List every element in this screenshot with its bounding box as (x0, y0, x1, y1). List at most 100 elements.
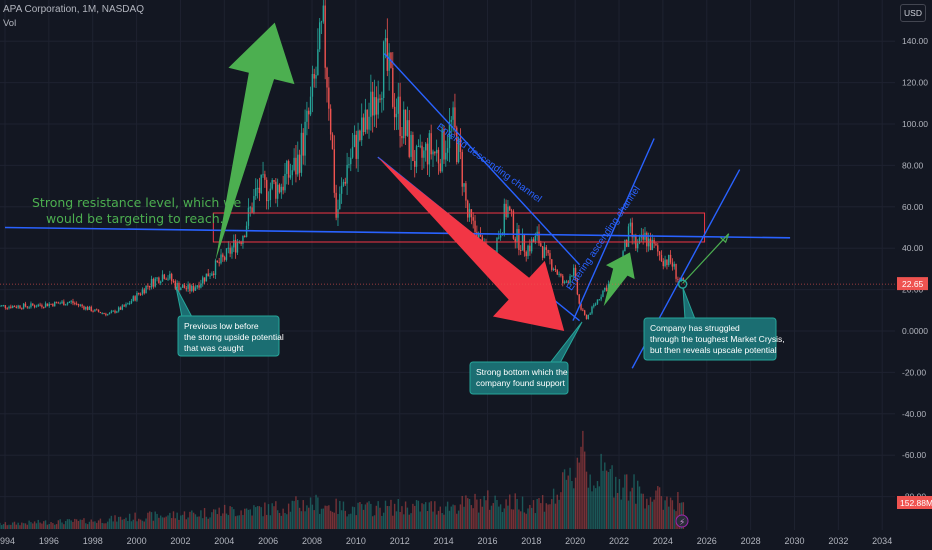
volume-bar (543, 511, 546, 529)
candle-body (424, 143, 427, 151)
candle-body (152, 278, 155, 287)
volume-bar (46, 524, 49, 529)
candle-body (276, 184, 279, 199)
volume-bar (214, 509, 217, 529)
candle-body (117, 307, 120, 312)
candle-body (136, 293, 138, 301)
volume-bar (414, 505, 416, 529)
volume-bar (269, 515, 272, 529)
volume-bar (21, 522, 23, 529)
candle-body (474, 220, 476, 232)
candle-body (397, 96, 399, 114)
volume-bar (573, 488, 575, 529)
volume-bar (640, 493, 643, 529)
volume-bar (249, 509, 251, 529)
volume-bar (227, 515, 230, 529)
candle-body (362, 117, 365, 133)
candle-body (563, 281, 566, 284)
volume-bar (94, 521, 96, 529)
volume-bar (231, 506, 233, 529)
candle-body (538, 231, 540, 244)
candle-body (558, 273, 560, 275)
red-arrow-down (377, 157, 565, 331)
candle-body (432, 151, 434, 155)
candle-body (145, 285, 147, 294)
candle-body (21, 308, 23, 310)
volume-bar (443, 514, 445, 529)
volume-bar (503, 508, 505, 529)
volume-bar (253, 505, 255, 529)
volume-bar (390, 499, 392, 529)
volume-bar (423, 504, 425, 529)
volume-bar (194, 514, 197, 529)
candle-body (213, 273, 215, 276)
candle-body (253, 196, 255, 213)
volume-bar (286, 514, 288, 529)
candle-body (149, 285, 151, 288)
volume-bar (152, 520, 155, 529)
volume-bar (397, 499, 399, 529)
volume-bar (105, 523, 107, 529)
volume-bar (99, 518, 102, 529)
candle-body (154, 278, 156, 287)
candle-body (530, 239, 533, 252)
candle-body (587, 314, 590, 320)
volume-bar (278, 512, 281, 529)
volume-bar (13, 521, 16, 529)
candle-body (44, 303, 47, 308)
volume-bar (657, 486, 659, 529)
volume-bar (393, 503, 396, 529)
volume-bar (339, 500, 341, 529)
volume-bar (509, 494, 511, 529)
candle-body (61, 301, 63, 304)
candle-body (382, 41, 385, 98)
candle-body (598, 299, 601, 301)
candle-body (256, 187, 259, 189)
x-tick-label: 2000 (127, 536, 147, 546)
candle-body (604, 287, 606, 291)
volume-bar (677, 491, 679, 529)
volume-bar (55, 524, 58, 529)
candle-body (317, 49, 319, 76)
candle-body (114, 310, 116, 313)
volume-bar (121, 519, 124, 529)
volume-bar (72, 521, 74, 529)
volume-bar (622, 487, 624, 529)
volume-bar (626, 474, 628, 529)
symbol-title[interactable]: APA Corporation, 1M, NASDAQ (3, 4, 144, 15)
candle-body (68, 301, 71, 303)
x-tick-label: 2032 (828, 536, 848, 546)
candle-body (39, 304, 41, 306)
volume-bar (432, 511, 434, 529)
candle-body (196, 285, 198, 288)
candle-body (454, 107, 456, 128)
green-arrow-small (603, 252, 635, 307)
volume-value: 152.88M (900, 498, 932, 508)
volume-bar (479, 498, 482, 529)
candle-body (150, 278, 153, 288)
volume-bar (2, 524, 5, 529)
candle-body (571, 275, 573, 277)
currency-button[interactable]: USD (900, 4, 926, 22)
candle-body (231, 247, 233, 254)
volume-bar (476, 499, 478, 529)
x-tick-label: 2018 (521, 536, 541, 546)
candle-body (627, 226, 630, 247)
candle-body (169, 273, 171, 279)
candle-body (384, 38, 387, 42)
volume-indicator-label[interactable]: Vol (3, 18, 17, 29)
volume-bar (320, 508, 323, 529)
candle-body (388, 52, 390, 71)
candle-body (594, 303, 597, 305)
candle-body (375, 97, 378, 115)
candle-body (426, 143, 429, 165)
volume-bar (638, 486, 641, 529)
volume-bar (459, 504, 462, 529)
volume-bar (28, 520, 30, 529)
candle-body (119, 307, 122, 310)
volume-bar (410, 513, 412, 529)
lightning-icon (675, 514, 689, 528)
volume-bar (445, 506, 447, 529)
volume-bar (170, 518, 173, 529)
